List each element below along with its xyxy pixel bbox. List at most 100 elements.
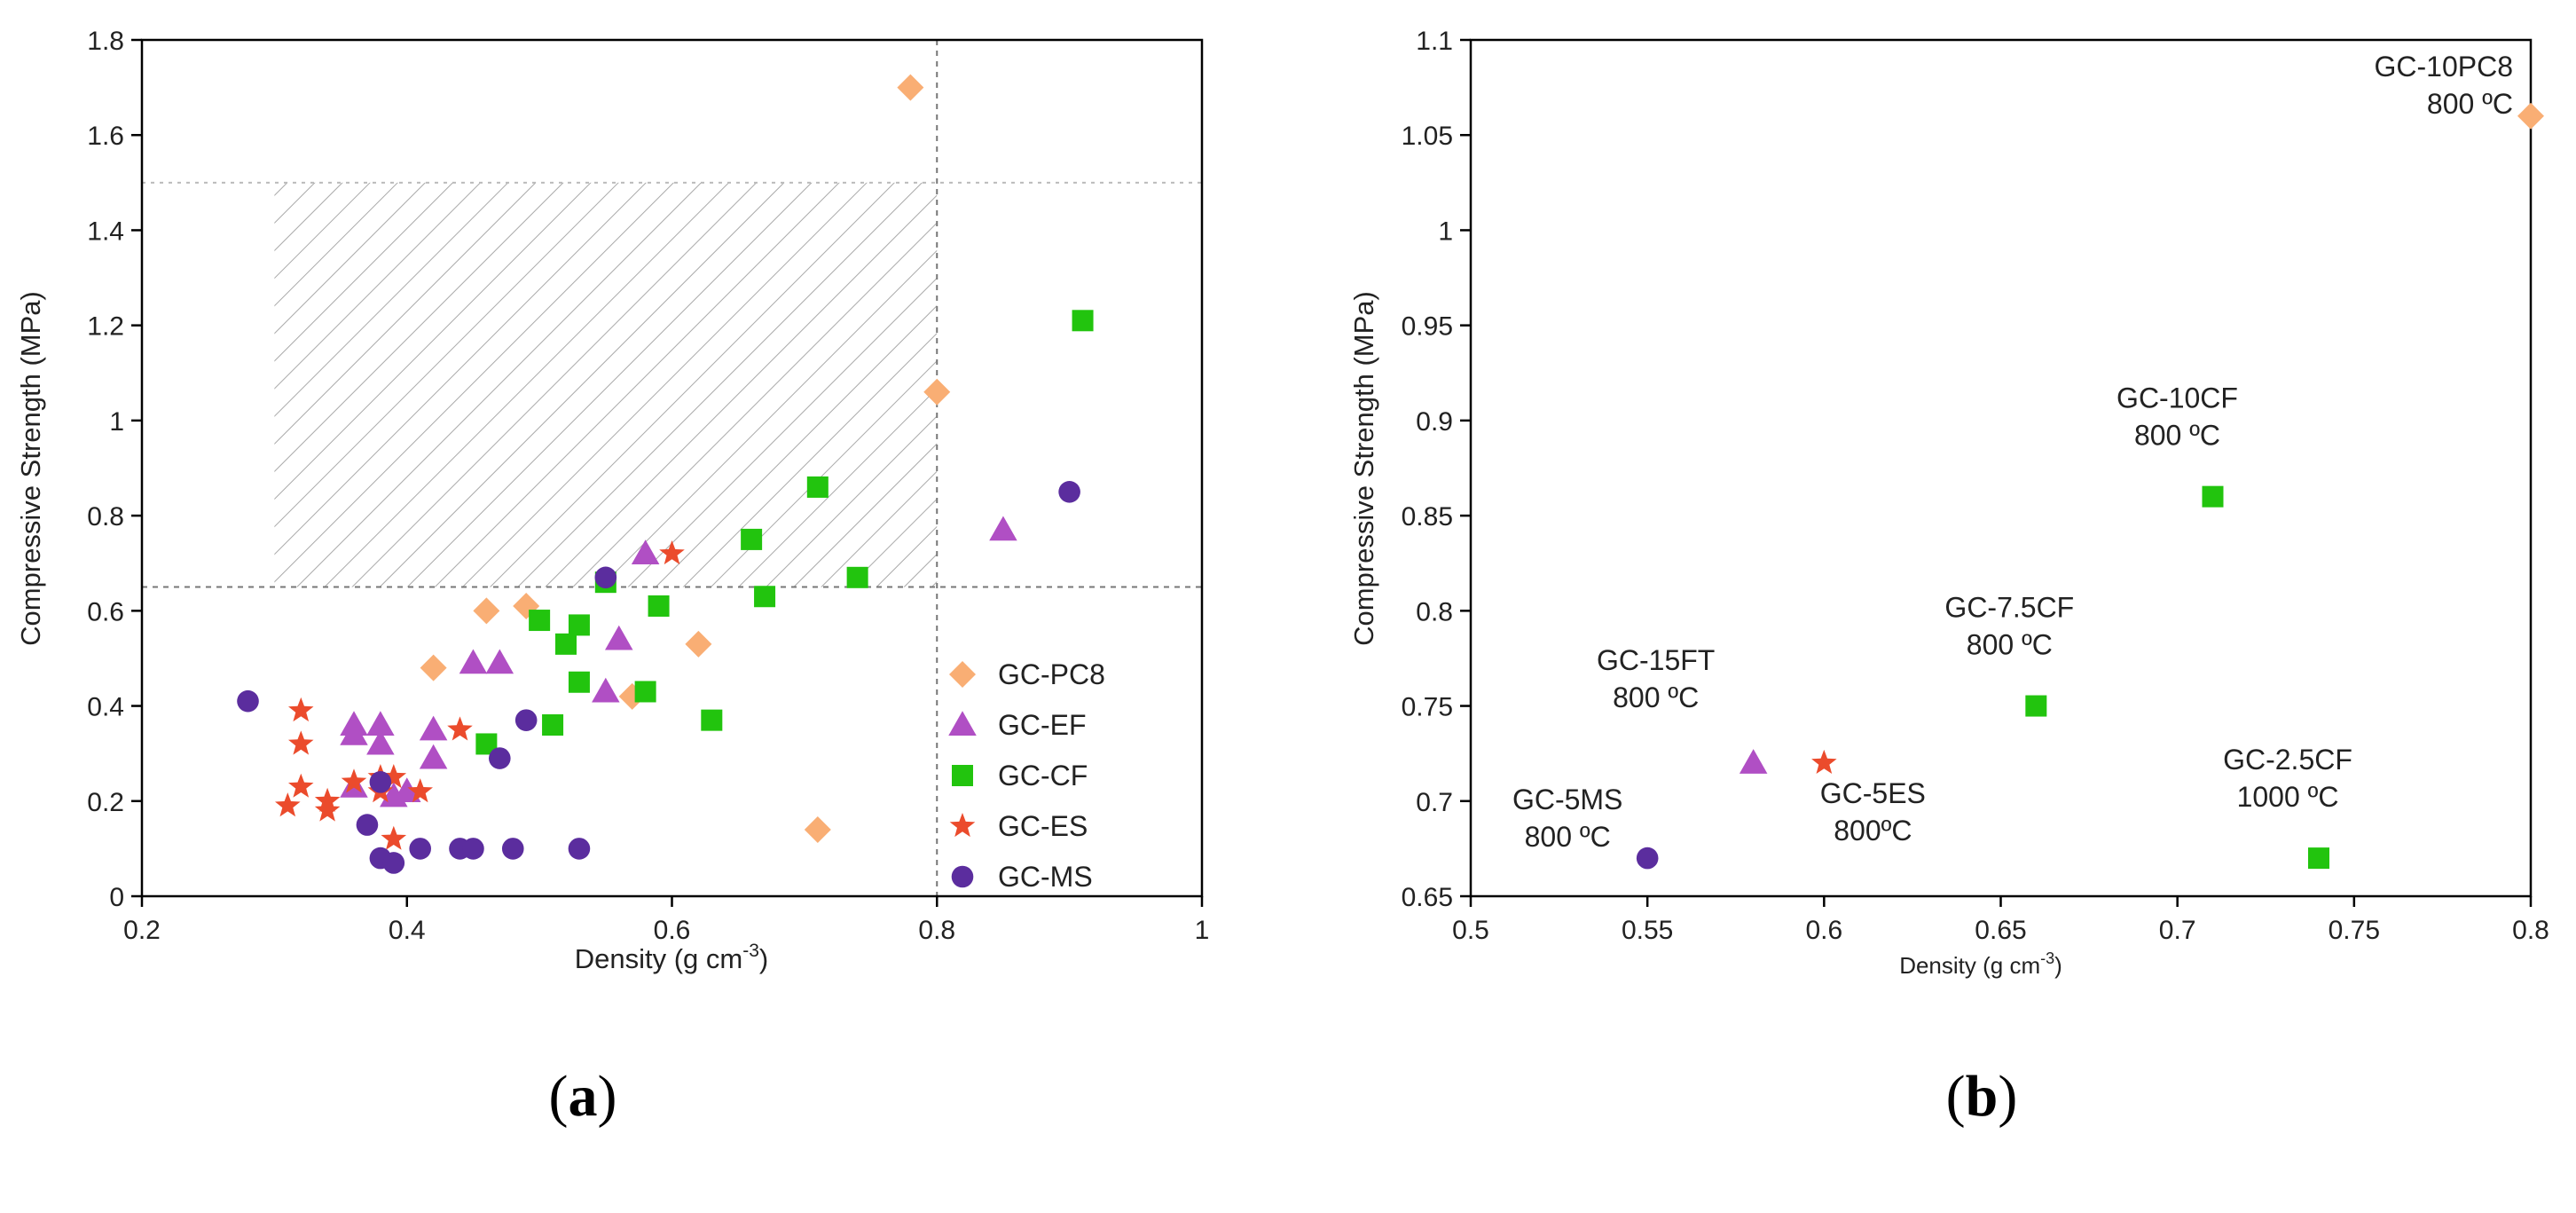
chart-a-point-gc-ef xyxy=(592,677,620,703)
chart-a-point-gc-es xyxy=(447,716,473,741)
chart-a-point-gc-es xyxy=(275,792,301,817)
chart-b-annotation-gc-15ft-line-1: GC-15FT xyxy=(1597,644,1715,676)
chart-a-xlabel: Density (g cm-3) xyxy=(575,941,769,974)
chart-b-annotation-gc-5es-line-1: GC-5ES xyxy=(1820,777,1926,809)
chart-b-annotation-gc-10cf-line-2: 800 ºC xyxy=(2134,420,2220,452)
chart-a-legend-label-gc-pc8: GC-PC8 xyxy=(998,658,1105,690)
chart-b-point-gc-15ft xyxy=(1739,749,1768,774)
chart-a-legend-marker-gc-cf xyxy=(952,765,973,786)
chart-a-legend-label-gc-ef: GC-EF xyxy=(998,709,1087,741)
chart-b-annotation-gc-7-5cf-line-2: 800 ºC xyxy=(1967,629,2053,661)
chart-b-ytick-label: 0.8 xyxy=(1416,597,1453,626)
chart-a-point-gc-pc8 xyxy=(804,815,831,843)
chart-a-point-gc-pc8 xyxy=(897,74,924,101)
chart-a-point-gc-cf xyxy=(806,476,829,498)
chart-a-legend-label-gc-es: GC-ES xyxy=(998,810,1088,842)
chart-a-ytick-label: 1 xyxy=(109,407,124,437)
chart-a-point-gc-cf xyxy=(741,528,763,550)
chart-a-point-gc-es xyxy=(659,540,685,565)
chart-a-ytick-label: 1.8 xyxy=(87,27,124,56)
chart-a-ylabel: Compressive Strength (MPa) xyxy=(15,291,46,646)
chart-b-ytick-label: 1 xyxy=(1438,217,1453,246)
chart-a-point-gc-ms xyxy=(514,709,538,731)
chart-a-legend-label-gc-cf: GC-CF xyxy=(998,760,1088,792)
chart-a-point-gc-ms xyxy=(382,852,405,874)
chart-b-annotation-gc-5es-line-2: 800ºC xyxy=(1834,815,1912,847)
chart-b-ytick-label: 1.05 xyxy=(1402,122,1453,151)
chart-b-ytick-label: 0.65 xyxy=(1402,883,1453,912)
chart-a-legend-marker-gc-ef xyxy=(948,711,977,736)
chart-a-point-gc-ms xyxy=(489,747,511,769)
chart-a-point-gc-ef xyxy=(393,777,421,803)
chart-b-point-gc-7-5cf xyxy=(2025,695,2047,717)
chart-a-xtick-label: 0.4 xyxy=(389,916,426,945)
chart-a-point-gc-ef xyxy=(459,649,488,674)
chart-b-annotation-gc-15ft-line-2: 800 ºC xyxy=(1613,681,1699,713)
chart-a-ticks: 0.2 0.4 0.6 0.8 1 0 0.2 0.4 0.6 0.8 1 1.2 1.4 1.6 1.8 xyxy=(87,27,1209,945)
chart-a-ytick-label: 0.8 xyxy=(87,502,124,532)
chart-a-point-gc-ms xyxy=(594,566,617,589)
chart-b-ytick-label: 0.75 xyxy=(1402,693,1453,722)
chart-b-xtick-label: 0.55 xyxy=(1622,916,1673,945)
chart-a-xtick-label: 0.8 xyxy=(918,916,955,945)
chart-b-ytick-label: 1.1 xyxy=(1416,27,1453,56)
chart-b-xtick-label: 0.7 xyxy=(2159,916,2196,945)
chart-a-background xyxy=(274,182,938,587)
chart-a-point-gc-ef xyxy=(366,711,395,736)
chart-a-point-gc-ef xyxy=(989,516,1017,541)
chart-a-ytick-label: 1.4 xyxy=(87,217,124,246)
chart-b-annotation-gc-10cf-line-1: GC-10CF xyxy=(2117,382,2238,414)
chart-b-ytick-label: 0.9 xyxy=(1416,407,1453,437)
chart-a-point-gc-cf xyxy=(701,709,723,731)
chart-a-point-gc-ms xyxy=(409,838,431,860)
chart-a-point-gc-ef xyxy=(419,744,448,769)
panel-label-b: (b) xyxy=(1946,1064,2018,1129)
chart-b: 0.5 0.55 0.6 0.65 0.7 0.75 0.8 0.65 0.7 0.75 0.8 0.… xyxy=(1348,27,2549,1129)
chart-b-point-gc-5es xyxy=(1811,749,1837,774)
chart-a-ytick-label: 0.4 xyxy=(87,693,124,722)
chart-a-points xyxy=(237,74,1094,874)
chart-a-point-gc-es xyxy=(314,797,341,822)
chart-b-xtick-label: 0.65 xyxy=(1975,916,2026,945)
chart-a-point-gc-pc8 xyxy=(685,630,712,658)
chart-a-ytick-label: 0.2 xyxy=(87,788,124,817)
chart-b-ytick-label: 0.7 xyxy=(1416,788,1453,817)
chart-a-point-gc-ms xyxy=(369,771,392,793)
chart-a-legend: GC-PC8 GC-EF GC-CF GC-ES GC-MS xyxy=(948,658,1105,893)
chart-a-point-gc-cf xyxy=(846,566,868,588)
chart-a-point-gc-cf xyxy=(568,614,590,636)
chart-b-point-gc-5ms xyxy=(1636,847,1659,870)
chart-a-point-gc-ef xyxy=(485,649,514,674)
chart-a-point-gc-ef xyxy=(605,625,633,650)
chart-b-annotation-gc-10pc8-line-2: 800 ºC xyxy=(2427,88,2513,120)
chart-a-point-gc-es xyxy=(288,697,314,722)
chart-b-xtick-label: 0.5 xyxy=(1452,916,1489,945)
chart-b-annotation-gc-7-5cf-line-1: GC-7.5CF xyxy=(1944,592,2074,624)
chart-b-ytick-label: 0.85 xyxy=(1402,502,1453,532)
chart-a-point-gc-cf xyxy=(568,671,590,693)
chart-a-point-gc-es xyxy=(288,773,314,798)
chart-a-point-gc-cf xyxy=(542,714,564,736)
chart-a-hatched-region xyxy=(274,182,938,587)
chart-a-point-gc-cf xyxy=(648,595,670,617)
chart-a-ytick-label: 0 xyxy=(109,883,124,912)
chart-b-annotation-gc-2-5cf-line-2: 1000 ºC xyxy=(2237,781,2339,813)
chart-a-point-gc-cf xyxy=(529,610,551,632)
chart-a-point-gc-es xyxy=(407,778,433,803)
chart-a-ytick-label: 1.2 xyxy=(87,312,124,342)
chart-a-point-gc-pc8 xyxy=(923,378,951,406)
chart-a-point-gc-ms xyxy=(501,838,524,860)
chart-b-point-gc-10cf xyxy=(2202,485,2224,508)
chart-b-annotation-gc-2-5cf-line-1: GC-2.5CF xyxy=(2223,744,2352,776)
chart-a-point-gc-pc8 xyxy=(473,597,500,625)
chart-a-point-gc-ef xyxy=(340,720,368,745)
chart-a-legend-marker-gc-pc8 xyxy=(949,661,976,688)
chart-a-legend-marker-gc-es xyxy=(949,813,976,838)
chart-a-point-gc-pc8 xyxy=(420,654,447,681)
chart-a-point-gc-es xyxy=(381,764,407,789)
chart-a-point-gc-cf xyxy=(555,633,577,655)
chart-a: 0.2 0.4 0.6 0.8 100.20.40.60.811.21.41.61.8 … xyxy=(15,27,1209,1129)
chart-b-xtick-label: 0.8 xyxy=(2512,916,2549,945)
chart-a-point-gc-ms xyxy=(568,838,591,860)
